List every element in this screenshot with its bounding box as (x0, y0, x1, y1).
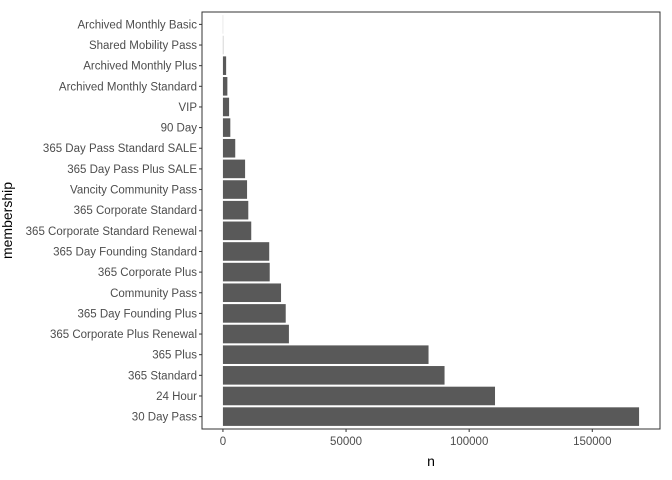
y-axis-title: membership (0, 182, 15, 259)
y-tick-label: Vancity Community Pass (70, 185, 197, 197)
bars-group (222, 15, 640, 426)
bar-24-hour (222, 386, 496, 406)
y-tick-label: 24 Hour (156, 391, 197, 403)
y-tick-label: 365 Corporate Plus (98, 267, 197, 279)
y-tick-label: 365 Corporate Plus Renewal (50, 329, 197, 341)
y-axis: 30 Day Pass 24 Hour 365 Standard 365 Plus 36… (26, 19, 202, 424)
bar-vancity-community-pass (222, 180, 248, 199)
bar-365-corporate-standard-renewal (222, 221, 252, 241)
y-tick-label: Archived Monthly Plus (83, 61, 197, 73)
y-tick-label: 365 Standard (128, 370, 197, 382)
bar-30-day-pass (222, 407, 640, 426)
bar-365-corporate-plus-renewal (222, 324, 289, 344)
bar-365-day-founding-plus (222, 304, 286, 323)
y-tick-label: 90 Day (161, 123, 198, 135)
y-tick-label: 365 Day Pass Plus SALE (67, 164, 197, 176)
bar-community-pass (222, 283, 282, 303)
bar-vip (222, 97, 230, 117)
y-tick-label: 30 Day Pass (132, 412, 197, 424)
x-tick-label: 100000 (450, 436, 488, 448)
y-tick-label: Archived Monthly Standard (59, 81, 197, 93)
y-tick-label: VIP (178, 102, 197, 114)
bar-365-standard (222, 366, 445, 385)
bar-365-plus (222, 345, 429, 364)
y-tick-label: 365 Day Pass Standard SALE (43, 143, 197, 155)
x-tick-label: 50000 (330, 436, 362, 448)
y-tick-label: 365 Corporate Standard Renewal (26, 226, 197, 238)
bar-365-day-founding-standard (222, 242, 270, 261)
y-tick-label: Community Pass (110, 288, 197, 300)
x-axis: 0 50000 100000 150000 (220, 429, 611, 448)
y-tick-label: 365 Corporate Standard (74, 205, 197, 217)
y-tick-label: 365 Plus (152, 350, 197, 362)
panel-border (201, 11, 661, 430)
x-axis-title: n (427, 453, 435, 469)
bar-90-day (222, 118, 231, 137)
bar-365-day-pass-plus-sale (222, 159, 246, 179)
y-tick-label: Archived Monthly Basic (77, 19, 197, 31)
y-tick-label: 365 Day Founding Plus (77, 308, 197, 320)
bar-365-day-pass-standard-sale (222, 138, 236, 158)
y-tick-label: Shared Mobility Pass (89, 40, 197, 52)
x-tick-label: 150000 (573, 436, 611, 448)
bar-365-corporate-standard (222, 200, 249, 220)
x-tick-label: 0 (220, 436, 226, 448)
y-tick-label: 365 Day Founding Standard (53, 246, 197, 258)
bar-365-corporate-plus (222, 262, 270, 282)
bar-archived-monthly-standard (222, 77, 228, 96)
bar-archived-monthly-plus (222, 56, 227, 75)
